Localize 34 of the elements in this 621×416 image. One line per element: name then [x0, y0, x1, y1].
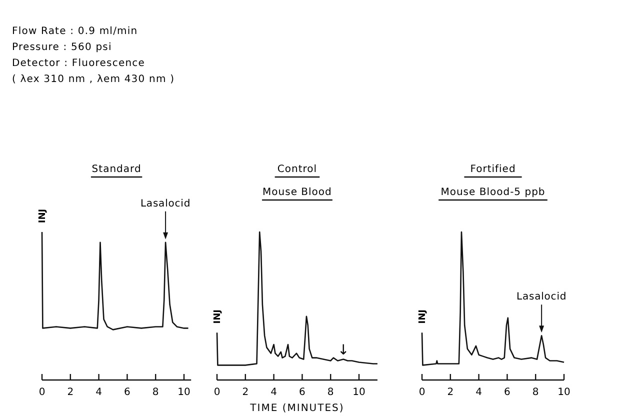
- x-tick-label: 0: [38, 387, 46, 398]
- chart-subtitle: Mouse Blood-5 ppb: [440, 187, 546, 198]
- chart-title: Standard: [92, 164, 142, 175]
- annotation: INJ: [418, 310, 428, 324]
- annotation: INJ: [213, 310, 223, 324]
- x-axis-title: TIME (MINUTES): [249, 403, 344, 414]
- x-tick-label: 2: [242, 387, 249, 398]
- x-tick-label: 4: [476, 387, 482, 398]
- x-tick-label: 8: [532, 387, 539, 398]
- x-tick-label: 2: [447, 387, 454, 398]
- chart-title: Control: [277, 164, 318, 175]
- x-tick-label: 6: [299, 387, 306, 398]
- x-tick-label: 0: [214, 387, 220, 398]
- x-tick-label: 6: [124, 387, 130, 398]
- x-tick-label: 0: [418, 387, 426, 398]
- chart-subtitle: Mouse Blood: [262, 187, 332, 198]
- chart-title: Fortified: [470, 164, 516, 175]
- text: Detector : Fluorescence: [12, 58, 145, 69]
- x-tick-label: 8: [327, 387, 334, 398]
- x-tick-label: 2: [67, 387, 74, 398]
- x-tick-label: 6: [504, 387, 510, 398]
- annotation: Lasalocid: [140, 198, 191, 210]
- x-tick-label: 8: [152, 387, 159, 398]
- text: ( λex 310 nm , λem 430 nm ): [12, 74, 175, 85]
- text: Pressure : 560 psi: [12, 42, 112, 53]
- x-tick-label: 10: [178, 387, 190, 398]
- x-tick-label: 10: [558, 387, 570, 398]
- annotation: ↓: [338, 342, 350, 358]
- annotation: INJ: [38, 208, 48, 224]
- text: Flow Rate : 0.9 ml/min: [12, 26, 138, 37]
- annotation: Lasalocid: [516, 292, 567, 303]
- x-tick-label: 4: [270, 387, 277, 398]
- x-tick-label: 10: [352, 387, 366, 398]
- x-tick-label: 4: [96, 387, 102, 398]
